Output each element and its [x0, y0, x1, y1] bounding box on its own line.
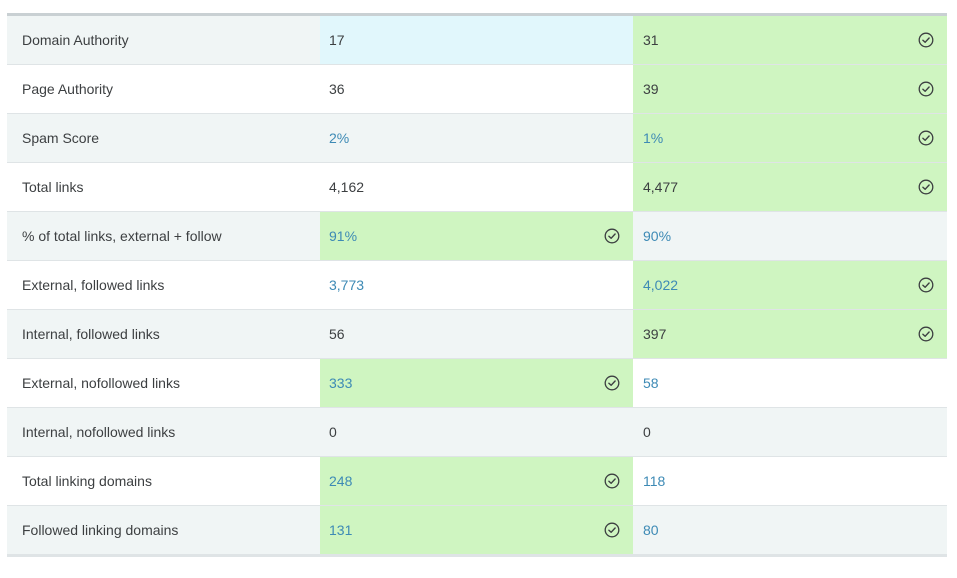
- table-row: Domain Authority 17 31: [7, 16, 947, 65]
- metric-value-link[interactable]: 2%: [329, 130, 350, 146]
- metric-value: 56: [329, 326, 345, 342]
- check-circle-icon: [918, 326, 934, 342]
- site-2-value-cell: 0: [633, 408, 947, 456]
- metric-value: 0: [329, 424, 337, 440]
- metric-value-link[interactable]: 80: [643, 522, 659, 538]
- site-1-value-cell: 333: [320, 359, 633, 407]
- metric-value-link[interactable]: 248: [329, 473, 353, 489]
- metric-value: 4,477: [643, 179, 679, 195]
- site-1-value-cell: 2%: [320, 114, 633, 162]
- table-row: Total linking domains 248 118: [7, 457, 947, 506]
- metric-value: 36: [329, 81, 345, 97]
- metric-label: Page Authority: [22, 81, 114, 97]
- site-1-value-cell: 3,773: [320, 261, 633, 309]
- site-1-value-cell: 248: [320, 457, 633, 505]
- table-row: Page Authority 36 39: [7, 65, 947, 114]
- check-circle-icon: [918, 130, 934, 146]
- table-row: % of total links, external + follow 91% 90…: [7, 212, 947, 261]
- metric-value-link[interactable]: 1%: [643, 130, 664, 146]
- metric-value-link[interactable]: 90%: [643, 228, 672, 244]
- table-row: Followed linking domains 131 80: [7, 506, 947, 557]
- site-2-value-cell: 118: [633, 457, 947, 505]
- site-2-value-cell: 58: [633, 359, 947, 407]
- metric-label: Spam Score: [22, 130, 100, 146]
- metric-value-link[interactable]: 333: [329, 375, 353, 391]
- check-circle-icon: [604, 522, 620, 538]
- metric-label: Total links: [22, 179, 84, 195]
- metric-value-link[interactable]: 4,022: [643, 277, 679, 293]
- site-1-value-cell: 0: [320, 408, 633, 456]
- site-2-value-cell: 39: [633, 65, 947, 113]
- table-row: Internal, nofollowed links 0 0: [7, 408, 947, 457]
- site-2-value-cell: 90%: [633, 212, 947, 260]
- check-circle-icon: [918, 277, 934, 293]
- table-row: External, nofollowed links 333 58: [7, 359, 947, 408]
- metric-value: 0: [643, 424, 651, 440]
- site-1-value-cell: 56: [320, 310, 633, 358]
- metric-value-link[interactable]: 58: [643, 375, 659, 391]
- check-circle-icon: [604, 375, 620, 391]
- metric-label: Internal, followed links: [22, 326, 160, 342]
- metric-value: 39: [643, 81, 659, 97]
- metric-value: 397: [643, 326, 667, 342]
- check-circle-icon: [918, 81, 934, 97]
- metric-label: External, followed links: [22, 277, 165, 293]
- site-2-value-cell: 4,477: [633, 163, 947, 211]
- metric-label: Domain Authority: [22, 32, 129, 48]
- site-2-value-cell: 4,022: [633, 261, 947, 309]
- metric-value: 17: [329, 32, 345, 48]
- metric-label: External, nofollowed links: [22, 375, 180, 391]
- metrics-comparison-table: Domain Authority 17 31 Page Authority 36 39 Sp…: [7, 13, 947, 557]
- site-2-value-cell: 80: [633, 506, 947, 554]
- metric-value-link[interactable]: 131: [329, 522, 353, 538]
- site-1-value-cell: 91%: [320, 212, 633, 260]
- metric-value-link[interactable]: 3,773: [329, 277, 365, 293]
- site-1-value-cell: 4,162: [320, 163, 633, 211]
- table-row: External, followed links 3,773 4,022: [7, 261, 947, 310]
- metric-label: Internal, nofollowed links: [22, 424, 176, 440]
- table-row: Total links 4,162 4,477: [7, 163, 947, 212]
- metric-value: 31: [643, 32, 659, 48]
- check-circle-icon: [604, 473, 620, 489]
- site-2-value-cell: 397: [633, 310, 947, 358]
- metric-label: % of total links, external + follow: [22, 228, 222, 244]
- site-2-value-cell: 1%: [633, 114, 947, 162]
- metric-label: Followed linking domains: [22, 522, 179, 538]
- metric-value-link[interactable]: 91%: [329, 228, 358, 244]
- site-2-value-cell: 31: [633, 16, 947, 64]
- site-1-value-cell: 17: [320, 16, 633, 64]
- metric-value: 4,162: [329, 179, 365, 195]
- table-row: Internal, followed links 56 397: [7, 310, 947, 359]
- site-1-value-cell: 36: [320, 65, 633, 113]
- metric-value-link[interactable]: 118: [643, 473, 666, 489]
- check-circle-icon: [604, 228, 620, 244]
- metric-label: Total linking domains: [22, 473, 152, 489]
- table-row: Spam Score 2% 1%: [7, 114, 947, 163]
- site-1-value-cell: 131: [320, 506, 633, 554]
- check-circle-icon: [918, 32, 934, 48]
- check-circle-icon: [918, 179, 934, 195]
